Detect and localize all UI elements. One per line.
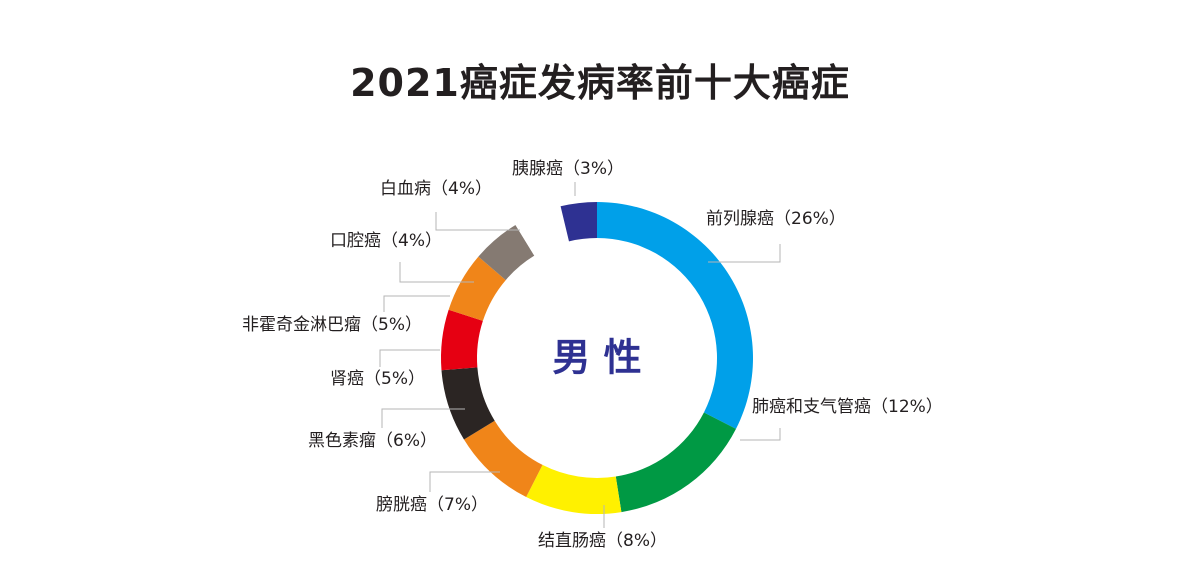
leader-line-4 [429,471,500,492]
label-group: 前列腺癌（26%） 肺癌和支气管癌（12%） 结直肠癌（8%） 膀胱癌（7%） 黑色素瘤… [242,159,943,551]
slice-7 [448,256,506,321]
slice-9 [515,206,569,256]
slice-label-3: 结直肠癌（8%） [538,531,667,551]
leader-line-2 [740,428,781,441]
leader-line-8 [399,262,474,283]
slice-label-7: 非霍奇金淋巴瘤（5%） [242,315,422,335]
leader-line-group [379,182,781,528]
center-label: 男 性 [552,336,641,380]
slice-group [441,202,753,514]
slice-label-6: 肾癌（5%） [330,369,425,389]
leader-line-5 [381,408,465,428]
slice-8 [478,224,535,281]
leader-line-9 [435,212,520,231]
leader-line-1 [708,244,781,263]
leader-line-7 [383,295,450,312]
leader-line-6 [379,349,440,367]
slice-1 [597,202,753,429]
slice-label-2: 肺癌和支气管癌（12%） [752,397,943,417]
slice-label-5: 黑色素瘤（6%） [308,431,437,451]
slice-10 [560,202,597,242]
slice-label-4: 膀胱癌（7%） [376,495,488,515]
slice-4 [463,420,543,497]
slice-label-1: 前列腺癌（26%） [706,209,846,229]
slice-label-9: 白血病（4%） [380,179,492,199]
slice-6 [441,309,483,371]
chart-title: 2021癌症发病率前十大癌症 [350,61,850,105]
slice-2 [615,412,736,513]
slice-label-8: 口腔癌（4%） [330,231,442,251]
slice-label-10: 胰腺癌（3%） [512,159,624,179]
slice-3 [526,464,622,514]
slice-5 [441,367,495,440]
